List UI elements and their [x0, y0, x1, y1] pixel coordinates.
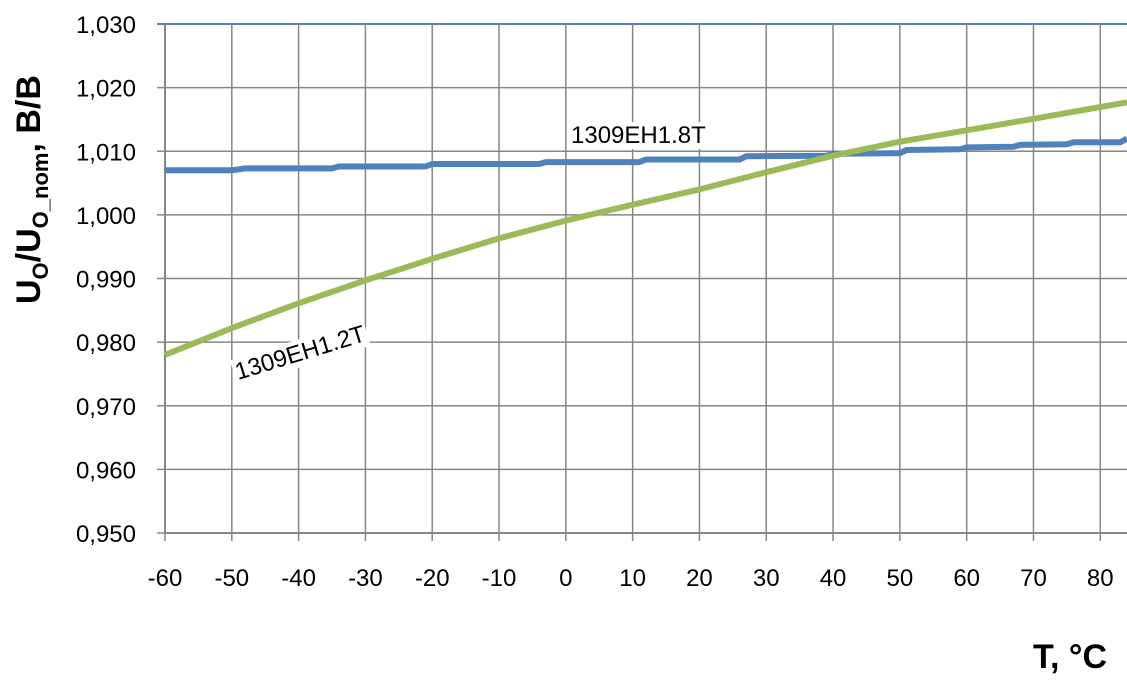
series-line-1309eh1-8t: [165, 135, 1127, 174]
x-tick-label: -40: [281, 565, 316, 592]
tick-labels: 0,950 0,960 0,970 0,980 0,990 1,000 1,010 1,020…: [76, 12, 1114, 592]
x-tick-label: 80: [1087, 565, 1114, 592]
series-label-background: [229, 319, 371, 387]
x-tick-label: -50: [214, 565, 249, 592]
x-tick-label: -20: [415, 565, 450, 592]
x-tick-label: 30: [753, 565, 780, 592]
y-axis-title-tail: , B/B: [10, 75, 48, 152]
series-label-1309eh1-2t: 1309EH1.2T: [232, 320, 369, 385]
y-axis-title: UO/UO_nom, B/B: [10, 75, 53, 304]
y-tick-label: 1,010: [76, 139, 136, 166]
y-tick-label: 0,990: [76, 267, 136, 294]
grid: [157, 23, 1127, 541]
y-tick-label: 1,000: [76, 203, 136, 230]
y-tick-label: 0,960: [76, 457, 136, 484]
x-tick-label: 70: [1020, 565, 1047, 592]
x-tick-label: 40: [820, 565, 847, 592]
x-axis-title: T, °C: [1033, 638, 1107, 676]
y-tick-label: 0,970: [76, 394, 136, 421]
series-line-1309eh1-2t: [163, 99, 1127, 358]
y-axis-title-u1: U: [10, 279, 48, 304]
series-label-background: [569, 122, 709, 149]
y-axis-title-sub2: O_nom: [28, 153, 53, 229]
series-layer: [163, 99, 1127, 358]
x-tick-label: 60: [953, 565, 980, 592]
y-axis-title-mid: /U: [10, 228, 48, 262]
x-tick-label: 50: [887, 565, 914, 592]
x-tick-label: -30: [348, 565, 383, 592]
y-tick-label: 0,980: [76, 330, 136, 357]
x-tick-label: -10: [482, 565, 517, 592]
series-label-1309eh1-8t: 1309EH1.8T: [571, 122, 706, 149]
y-axis-title-sub1: O: [28, 262, 53, 279]
x-tick-label: 10: [619, 565, 646, 592]
x-tick-label: 0: [559, 565, 572, 592]
x-tick-label: 20: [686, 565, 713, 592]
x-tick-label: -60: [148, 565, 183, 592]
y-tick-label: 1,030: [76, 12, 136, 39]
y-tick-label: 0,950: [76, 521, 136, 548]
y-tick-label: 1,020: [76, 76, 136, 103]
